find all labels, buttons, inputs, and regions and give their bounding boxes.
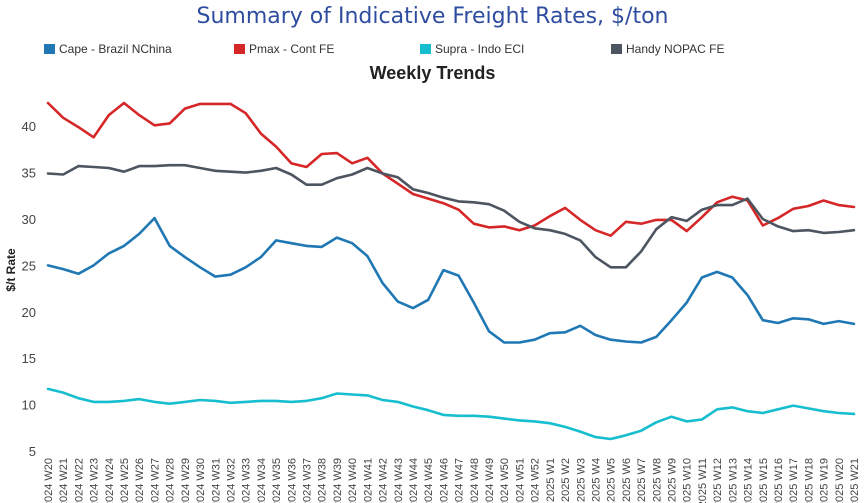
x-tick-label: 2025 W14: [743, 458, 755, 503]
x-tick-label: 2025 W13: [727, 458, 739, 503]
legend-label-handy: Handy NOPAC FE: [626, 42, 725, 56]
y-tick-label: 20: [22, 305, 36, 320]
x-tick-label: 2024 W32: [225, 458, 237, 503]
x-tick-label: 2024 W40: [347, 458, 359, 503]
y-axis-ticks: 5 10 15 20 25 30 35 40: [22, 119, 36, 459]
x-tick-label: 2025 W8: [651, 458, 663, 502]
x-tick-label: 2024 W38: [317, 458, 329, 503]
y-tick-label: 10: [22, 398, 36, 413]
legend-swatch-supra: [420, 44, 431, 54]
y-axis-label: $/t Rate: [4, 248, 18, 292]
x-tick-label: 2025 W19: [819, 458, 831, 503]
x-tick-label: 2024 W21: [58, 458, 70, 503]
x-tick-label: 2025 W12: [712, 458, 724, 503]
x-tick-label: 2024 W46: [438, 458, 450, 503]
y-tick-label: 25: [22, 258, 36, 273]
x-tick-label: 2024 W33: [241, 458, 253, 503]
y-tick-label: 35: [22, 166, 36, 181]
x-tick-label: 2025 W3: [575, 458, 587, 502]
legend-item-pmax[interactable]: Pmax - Cont FE: [234, 42, 334, 56]
legend-swatch-pmax: [234, 44, 245, 54]
x-tick-label: 2025 W21: [849, 458, 861, 503]
x-tick-label: 2025 W10: [682, 458, 694, 503]
x-tick-label: 2024 W30: [195, 458, 207, 503]
x-tick-label: 2024 W44: [408, 458, 420, 503]
x-tick-label: 2024 W43: [393, 458, 405, 503]
x-tick-label: 2025 W17: [788, 458, 800, 503]
x-tick-label: 2024 W52: [530, 458, 542, 503]
x-tick-label: 2024 W27: [149, 458, 161, 503]
x-tick-label: 2024 W20: [43, 458, 55, 503]
x-tick-label: 2024 W35: [271, 458, 283, 503]
x-tick-label: 2024 W48: [469, 458, 481, 503]
legend-item-supra[interactable]: Supra - Indo ECI: [420, 42, 524, 56]
x-tick-label: 2024 W42: [378, 458, 390, 503]
y-tick-label: 40: [22, 119, 36, 134]
x-tick-label: 2024 W45: [423, 458, 435, 503]
x-tick-label: 2025 W1: [545, 458, 557, 502]
x-tick-label: 2025 W4: [590, 458, 602, 502]
x-tick-label: 2024 W22: [73, 458, 85, 503]
legend-item-cape[interactable]: Cape - Brazil NChina: [44, 42, 172, 56]
x-tick-label: 2024 W28: [165, 458, 177, 503]
x-tick-label: 2024 W31: [210, 458, 222, 503]
x-tick-label: 2024 W50: [499, 458, 511, 503]
series-line-2[interactable]: [46, 387, 856, 441]
series-line-0[interactable]: [46, 216, 856, 344]
x-tick-label: 2025 W5: [606, 458, 618, 502]
x-tick-label: 2024 W24: [104, 458, 116, 503]
x-tick-label: 2025 W20: [834, 458, 846, 503]
y-tick-label: 30: [22, 212, 36, 227]
x-tick-label: 2025 W2: [560, 458, 572, 502]
x-tick-label: 2025 W15: [758, 458, 770, 503]
x-tick-label: 2024 W37: [302, 458, 314, 503]
x-tick-label: 2025 W7: [636, 458, 648, 502]
chart-title: Summary of Indicative Freight Rates, $/t…: [196, 4, 669, 29]
x-tick-label: 2024 W39: [332, 458, 344, 503]
x-tick-label: 2025 W9: [667, 458, 679, 502]
x-tick-label: 2025 W16: [773, 458, 785, 503]
legend-label-cape: Cape - Brazil NChina: [59, 42, 172, 56]
y-tick-label: 15: [22, 351, 36, 366]
x-tick-label: 2024 W25: [119, 458, 131, 503]
x-tick-label: 2024 W41: [362, 458, 374, 503]
legend-item-handy[interactable]: Handy NOPAC FE: [611, 42, 724, 56]
x-tick-label: 2024 W26: [134, 458, 146, 503]
x-tick-label: 2024 W49: [484, 458, 496, 503]
x-tick-label: 2025 W18: [803, 458, 815, 503]
x-tick-label: 2024 W36: [286, 458, 298, 503]
x-tick-label: 2025 W11: [697, 458, 709, 503]
legend: Cape - Brazil NChina Pmax - Cont FE Supr…: [0, 42, 865, 58]
legend-swatch-cape: [44, 44, 55, 54]
series-lines: [46, 101, 856, 441]
legend-swatch-handy: [611, 44, 622, 54]
x-axis-ticks: 2024 W20 2024 W21 2024 W22 2024 W23 2024 W24…: [43, 458, 861, 503]
x-tick-label: 2024 W23: [89, 458, 101, 503]
legend-label-supra: Supra - Indo ECI: [435, 42, 525, 56]
x-tick-label: 2024 W34: [256, 458, 268, 503]
chart-subtitle: Weekly Trends: [369, 63, 496, 83]
x-tick-label: 2024 W47: [454, 458, 466, 503]
y-tick-label: 5: [29, 444, 36, 459]
x-tick-label: 2025 W6: [621, 458, 633, 502]
legend-label-pmax: Pmax - Cont FE: [249, 42, 335, 56]
series-line-1[interactable]: [46, 101, 856, 237]
x-tick-label: 2024 W51: [514, 458, 526, 503]
x-tick-label: 2024 W29: [180, 458, 192, 503]
series-line-3[interactable]: [46, 163, 856, 269]
